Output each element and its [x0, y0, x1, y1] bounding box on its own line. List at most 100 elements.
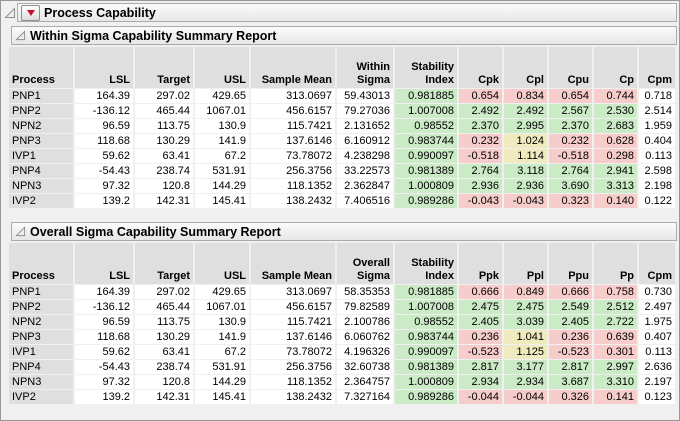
value-cell[interactable]: 6.160912	[337, 134, 393, 148]
value-cell[interactable]: 531.91	[195, 164, 249, 178]
value-cell[interactable]: 58.35353	[337, 285, 393, 299]
value-cell[interactable]: 429.65	[195, 89, 249, 103]
value-cell[interactable]: 97.32	[75, 179, 133, 193]
value-cell[interactable]: 1.125	[504, 345, 547, 359]
value-cell[interactable]: 1.959	[639, 119, 675, 133]
value-cell[interactable]: 0.113	[639, 149, 675, 163]
value-cell[interactable]: 32.60738	[337, 360, 393, 374]
process-cell[interactable]: IVP1	[9, 149, 73, 163]
value-cell[interactable]: 7.406516	[337, 194, 393, 208]
red-triangle-menu-button[interactable]	[21, 4, 40, 21]
process-cell[interactable]: PNP4	[9, 360, 73, 374]
value-cell[interactable]: 137.6146	[251, 330, 335, 344]
value-cell[interactable]: 138.2432	[251, 194, 335, 208]
value-cell[interactable]: 79.27036	[337, 104, 393, 118]
value-cell[interactable]: 2.100786	[337, 315, 393, 329]
value-cell[interactable]: 96.59	[75, 119, 133, 133]
value-cell[interactable]: 0.981885	[395, 89, 457, 103]
value-cell[interactable]: 115.7421	[251, 119, 335, 133]
value-cell[interactable]: 0.236	[459, 330, 502, 344]
process-cell[interactable]: PNP2	[9, 300, 73, 314]
value-cell[interactable]: 2.722	[594, 315, 637, 329]
value-cell[interactable]: -0.518	[459, 149, 502, 163]
value-cell[interactable]: 1067.01	[195, 300, 249, 314]
overall-sigma-section-bar[interactable]: Overall Sigma Capability Summary Report	[11, 222, 677, 241]
value-cell[interactable]: 141.9	[195, 330, 249, 344]
value-cell[interactable]: 7.327164	[337, 390, 393, 404]
value-cell[interactable]: 1.007008	[395, 104, 457, 118]
value-cell[interactable]: 59.62	[75, 345, 133, 359]
process-cell[interactable]: NPN3	[9, 375, 73, 389]
value-cell[interactable]: 120.8	[135, 179, 193, 193]
value-cell[interactable]: 33.22573	[337, 164, 393, 178]
value-cell[interactable]: 118.1352	[251, 375, 335, 389]
value-cell[interactable]: 0.849	[504, 285, 547, 299]
value-cell[interactable]: 0.98552	[395, 315, 457, 329]
value-cell[interactable]: 0.989286	[395, 390, 457, 404]
value-cell[interactable]: 1.041	[504, 330, 547, 344]
value-cell[interactable]: 297.02	[135, 285, 193, 299]
value-cell[interactable]: 0.404	[639, 134, 675, 148]
value-cell[interactable]: 145.41	[195, 194, 249, 208]
value-cell[interactable]: 3.690	[549, 179, 592, 193]
value-cell[interactable]: 6.060762	[337, 330, 393, 344]
within-sigma-section-bar[interactable]: Within Sigma Capability Summary Report	[11, 26, 677, 45]
value-cell[interactable]: 2.934	[459, 375, 502, 389]
value-cell[interactable]: -0.043	[459, 194, 502, 208]
process-cell[interactable]: IVP2	[9, 194, 73, 208]
value-cell[interactable]: 73.78072	[251, 149, 335, 163]
value-cell[interactable]: 297.02	[135, 89, 193, 103]
value-cell[interactable]: -0.044	[459, 390, 502, 404]
value-cell[interactable]: 3.310	[594, 375, 637, 389]
value-cell[interactable]: 113.75	[135, 315, 193, 329]
value-cell[interactable]: 0.113	[639, 345, 675, 359]
value-cell[interactable]: 63.41	[135, 149, 193, 163]
value-cell[interactable]: 138.2432	[251, 390, 335, 404]
value-cell[interactable]: 2.764	[459, 164, 502, 178]
value-cell[interactable]: 0.232	[459, 134, 502, 148]
value-cell[interactable]: 67.2	[195, 345, 249, 359]
value-cell[interactable]: 144.29	[195, 375, 249, 389]
value-cell[interactable]: 429.65	[195, 285, 249, 299]
value-cell[interactable]: 2.492	[504, 104, 547, 118]
value-cell[interactable]: 0.989286	[395, 194, 457, 208]
value-cell[interactable]: 2.636	[639, 360, 675, 374]
value-cell[interactable]: 0.730	[639, 285, 675, 299]
value-cell[interactable]: 2.817	[549, 360, 592, 374]
value-cell[interactable]: 115.7421	[251, 315, 335, 329]
value-cell[interactable]: 144.29	[195, 179, 249, 193]
value-cell[interactable]: 4.196326	[337, 345, 393, 359]
value-cell[interactable]: -0.043	[504, 194, 547, 208]
value-cell[interactable]: 2.514	[639, 104, 675, 118]
value-cell[interactable]: 2.475	[504, 300, 547, 314]
value-cell[interactable]: 2.936	[459, 179, 502, 193]
value-cell[interactable]: 63.41	[135, 345, 193, 359]
value-cell[interactable]: 2.405	[549, 315, 592, 329]
value-cell[interactable]: 2.364757	[337, 375, 393, 389]
value-cell[interactable]: 2.497	[639, 300, 675, 314]
value-cell[interactable]: 139.2	[75, 194, 133, 208]
value-cell[interactable]: 113.75	[135, 119, 193, 133]
value-cell[interactable]: 0.301	[594, 345, 637, 359]
value-cell[interactable]: 2.198	[639, 179, 675, 193]
value-cell[interactable]: 2.764	[549, 164, 592, 178]
value-cell[interactable]: -0.523	[549, 345, 592, 359]
process-cell[interactable]: NPN3	[9, 179, 73, 193]
value-cell[interactable]: 2.197	[639, 375, 675, 389]
value-cell[interactable]: 73.78072	[251, 345, 335, 359]
outline-title-bar[interactable]: Process Capability	[17, 3, 677, 22]
value-cell[interactable]: 59.43013	[337, 89, 393, 103]
value-cell[interactable]: 2.492	[459, 104, 502, 118]
value-cell[interactable]: 2.683	[594, 119, 637, 133]
process-cell[interactable]: PNP1	[9, 89, 73, 103]
process-cell[interactable]: PNP2	[9, 104, 73, 118]
value-cell[interactable]: 456.6157	[251, 104, 335, 118]
value-cell[interactable]: 130.29	[135, 330, 193, 344]
value-cell[interactable]: 238.74	[135, 164, 193, 178]
value-cell[interactable]: -0.044	[504, 390, 547, 404]
value-cell[interactable]: 2.131652	[337, 119, 393, 133]
value-cell[interactable]: 2.817	[459, 360, 502, 374]
disclosure-open-icon[interactable]	[15, 30, 26, 41]
value-cell[interactable]: 465.44	[135, 300, 193, 314]
value-cell[interactable]: 238.74	[135, 360, 193, 374]
